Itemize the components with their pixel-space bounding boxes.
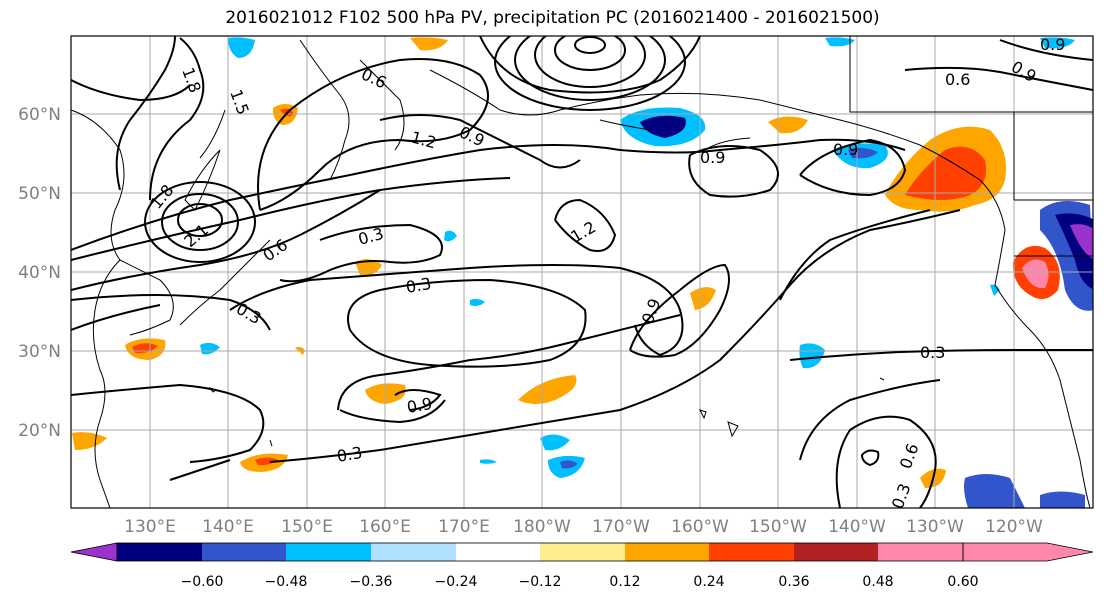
colorbar-ticks: −0.60 −0.48 −0.36 −0.24 −0.12 0.12 0.24 … <box>181 574 979 590</box>
contour-label: 0.3 <box>335 443 363 466</box>
colorbar-segment <box>286 543 371 561</box>
colorbar-segment <box>456 543 540 561</box>
lat-label: 50°N <box>18 184 61 204</box>
colorbar-segment <box>625 543 709 561</box>
lon-label: 150°W <box>749 517 807 537</box>
contour-label: 0.6 <box>945 70 970 89</box>
colorbar <box>70 542 1094 562</box>
contour-label: 0.9 <box>1040 35 1065 54</box>
colorbar-segment <box>202 543 286 561</box>
colorbar-tick: −0.48 <box>265 574 308 590</box>
map-title: 2016021012 F102 500 hPa PV, precipitatio… <box>225 8 880 28</box>
colorbar-segment <box>540 543 625 561</box>
lat-label: 30°N <box>18 342 61 362</box>
contour-label: 0.9 <box>833 140 858 159</box>
contour-label: 0.3 <box>920 343 945 362</box>
colorbar-segment <box>794 543 878 561</box>
colorbar-extend-high <box>962 542 1094 562</box>
lon-labels: 130°E 140°E 150°E 160°E 170°E 180°W 170°… <box>124 517 1043 537</box>
lon-label: 120°W <box>985 517 1043 537</box>
map-frame <box>70 35 1094 509</box>
lat-label: 60°N <box>18 105 61 125</box>
lon-label: 140°W <box>828 517 886 537</box>
colorbar-tick: 0.48 <box>862 574 893 590</box>
lon-label: 170°W <box>592 517 650 537</box>
lon-label: 170°E <box>438 517 490 537</box>
lon-label: 150°E <box>281 517 333 537</box>
colorbar-segment <box>117 543 202 561</box>
colorbar-tick: −0.24 <box>435 574 478 590</box>
lat-label: 40°N <box>18 263 61 283</box>
colorbar-tick: 0.12 <box>609 574 640 590</box>
contour-label: 0.9 <box>405 394 433 417</box>
contour-label: 0.3 <box>404 274 432 297</box>
colorbar-tick: 0.36 <box>778 574 809 590</box>
lon-label: 130°W <box>906 517 964 537</box>
colorbar-extend-low <box>70 542 118 562</box>
colorbar-segment <box>878 543 963 561</box>
colorbar-tick: −0.36 <box>350 574 393 590</box>
lon-label: 140°E <box>202 517 254 537</box>
coastlines <box>71 36 1093 508</box>
colorbar-segment <box>709 543 794 561</box>
lon-label: 130°E <box>124 517 176 537</box>
lat-label: 20°N <box>18 421 61 441</box>
colorbar-tick: 0.60 <box>947 574 978 590</box>
lon-label: 160°E <box>359 517 411 537</box>
lat-labels: 60°N 50°N 40°N 30°N 20°N <box>18 105 61 441</box>
lon-label: 160°W <box>671 517 729 537</box>
colorbar-tick: −0.12 <box>519 574 562 590</box>
colorbar-tick: −0.60 <box>181 574 224 590</box>
lon-label: 180°W <box>513 517 571 537</box>
contour-label: 0.9 <box>700 148 725 167</box>
pv-contours <box>71 36 1093 508</box>
colorbar-segment <box>371 543 456 561</box>
colorbar-tick: 0.24 <box>693 574 724 590</box>
